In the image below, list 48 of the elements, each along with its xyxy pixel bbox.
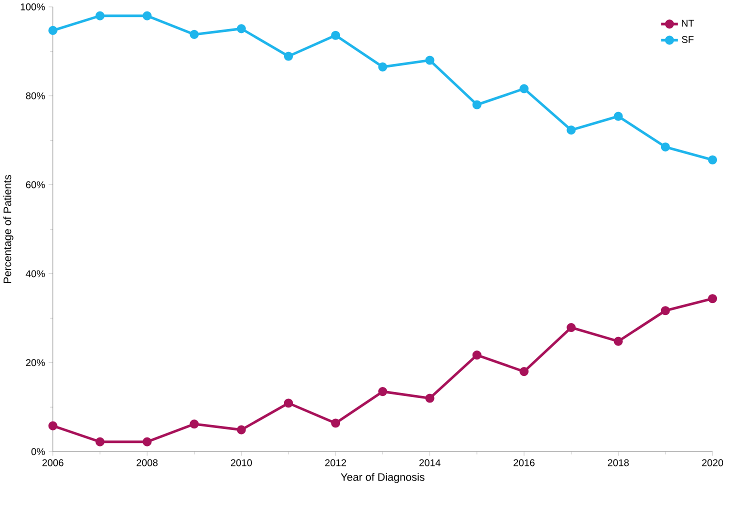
point xyxy=(236,24,246,34)
y-tick-label: 80% xyxy=(26,92,45,100)
point xyxy=(472,350,482,360)
y-tick-label: 60% xyxy=(26,181,45,188)
x-tick-label: 2012 xyxy=(325,459,346,466)
x-tick-label: 2006 xyxy=(42,459,64,466)
point xyxy=(48,421,58,430)
legend-label: SF xyxy=(682,36,694,44)
point xyxy=(331,30,340,40)
point xyxy=(378,387,388,396)
point xyxy=(142,11,152,20)
point xyxy=(566,126,576,135)
y-tick-label: 20% xyxy=(26,359,45,366)
x-tick-label: 2020 xyxy=(702,459,724,466)
x-tick-label: 2008 xyxy=(136,459,158,466)
point xyxy=(236,425,246,434)
x-axis-title: Year of Diagnosis xyxy=(340,473,424,484)
legend-label: NT xyxy=(682,20,694,27)
x-tick-label: 2010 xyxy=(230,459,252,466)
point xyxy=(566,323,576,332)
point xyxy=(142,437,152,446)
point xyxy=(331,418,340,428)
point xyxy=(95,11,105,20)
point xyxy=(472,100,482,110)
point xyxy=(520,84,529,94)
x-tick-label: 2018 xyxy=(608,459,629,466)
point xyxy=(190,420,199,429)
y-tick-label: 100% xyxy=(20,4,45,10)
point xyxy=(660,306,670,316)
point xyxy=(284,398,294,408)
point xyxy=(614,112,623,121)
point xyxy=(708,294,718,304)
point xyxy=(284,52,294,61)
point xyxy=(520,367,529,376)
y-tick-label: 0% xyxy=(31,448,45,456)
y-tick-label: 40% xyxy=(26,270,45,278)
point xyxy=(378,62,388,72)
x-tick-label: 2014 xyxy=(419,459,440,466)
point xyxy=(425,56,434,65)
point xyxy=(190,30,199,40)
point xyxy=(425,394,434,403)
point xyxy=(660,142,670,152)
point xyxy=(48,26,58,36)
point xyxy=(95,437,105,446)
y-axis-title: Percentage of Patients xyxy=(3,175,14,284)
point xyxy=(708,155,718,165)
point xyxy=(614,336,623,346)
x-tick-label: 2016 xyxy=(514,459,535,466)
